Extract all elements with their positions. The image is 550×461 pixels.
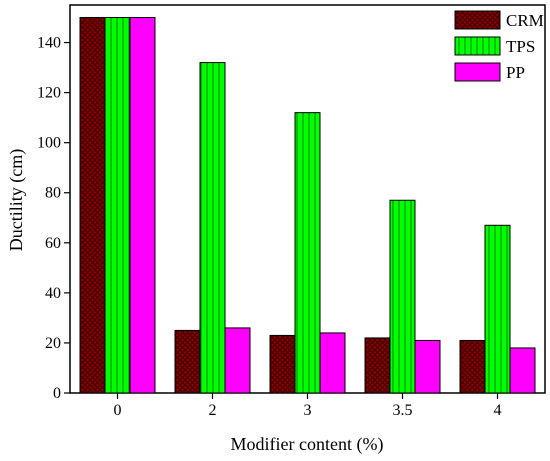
legend: CRM TPS PP	[454, 10, 544, 82]
bar-crm-3	[269, 334, 296, 394]
x-tick-label: 3	[304, 402, 312, 419]
y-tick-label: 20	[45, 335, 61, 352]
bar-crm-0	[79, 17, 106, 394]
bar-tps-3.5	[389, 199, 416, 394]
bar-tps-3	[294, 112, 321, 394]
bar-pp-4	[509, 347, 536, 394]
x-tick-label: 2	[209, 402, 217, 419]
legend-swatch-pp	[454, 62, 501, 82]
legend-label-crm: CRM	[506, 11, 544, 30]
legend-label-tps: TPS	[506, 37, 535, 56]
y-tick-label: 40	[45, 285, 61, 302]
bar-pp-2	[224, 327, 251, 394]
bar-tps-0	[104, 17, 131, 394]
legend-label-pp: PP	[506, 63, 525, 82]
bar-tps-2	[199, 62, 226, 394]
y-tick-label: 120	[37, 85, 61, 102]
legend-swatch-tps	[454, 36, 501, 56]
bar-crm-2	[174, 329, 201, 394]
y-tick-label: 0	[53, 385, 61, 402]
y-axis-title: Ductility (cm)	[6, 149, 27, 251]
y-tick-label: 80	[45, 185, 61, 202]
x-tick-label: 4	[494, 402, 502, 419]
x-tick-label: 0	[114, 402, 122, 419]
bar-pp-3	[319, 332, 346, 394]
x-axis-title: Modifier content (%)	[231, 434, 384, 455]
y-tick-label: 60	[45, 235, 61, 252]
axes-group: 0 20 40 60 80 100 120 140 0 2 3 3.5 4	[37, 35, 502, 419]
bar-crm-4	[459, 339, 486, 394]
legend-swatch-crm	[454, 10, 501, 30]
y-tick-label: 140	[37, 35, 61, 52]
x-tick-label: 3.5	[393, 402, 413, 419]
bar-pp-0	[129, 17, 156, 394]
bar-tps-4	[484, 224, 511, 394]
bar-crm-3.5	[364, 337, 391, 394]
bar-pp-3.5	[414, 339, 441, 394]
y-tick-label: 100	[37, 135, 61, 152]
